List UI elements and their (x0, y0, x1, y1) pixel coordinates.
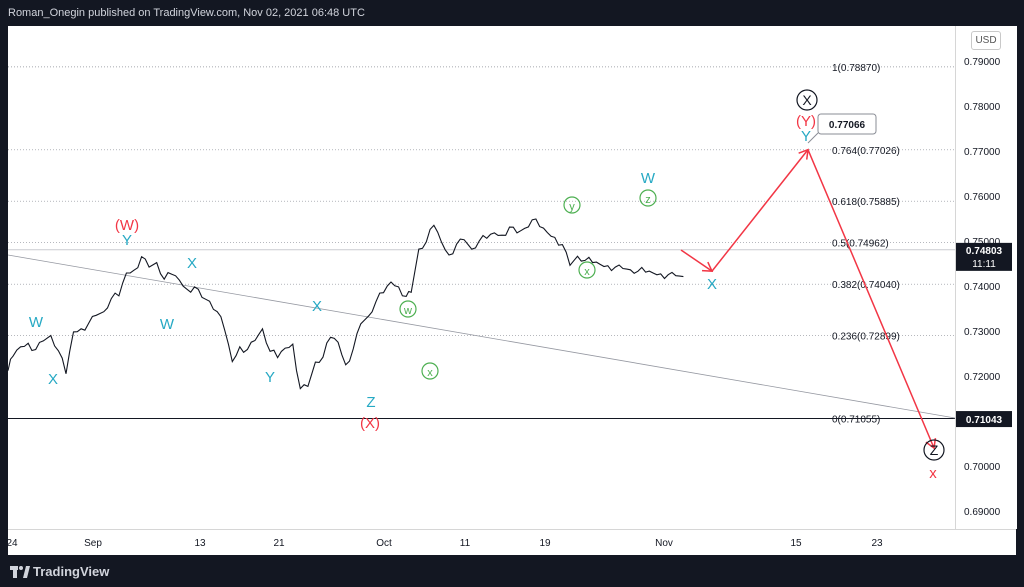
price-tick-label: 0.73000 (964, 327, 1001, 338)
wave-label[interactable]: X (802, 92, 812, 108)
fib-level-label: 1(0.78870) (832, 63, 880, 74)
wave-label-circle (639, 189, 657, 207)
tradingview-logo-icon (10, 566, 30, 578)
wave-label[interactable]: X (312, 298, 322, 315)
wave-label[interactable]: x (929, 465, 937, 482)
projection-arrowhead (798, 148, 809, 160)
projection-segment[interactable] (807, 149, 935, 449)
wave-label-circle (578, 261, 596, 279)
price-tick-label: 0.78000 (964, 102, 1001, 113)
price-series-line (7, 218, 684, 390)
wave-label[interactable]: (W) (115, 217, 139, 234)
bar-countdown: 11:11 (972, 259, 996, 270)
level-price-value: 0.71043 (966, 415, 1003, 426)
wave-label[interactable]: W (641, 170, 656, 187)
price-axis[interactable] (955, 26, 1017, 529)
wave-label[interactable]: y (569, 201, 575, 213)
chart-area[interactable] (8, 26, 955, 529)
top-bar: Roman_Onegin published on TradingView.co… (0, 0, 1024, 26)
price-callout-pointer (807, 132, 819, 144)
time-tick-label: 23 (871, 538, 883, 549)
wave-label-circle (421, 362, 439, 380)
footer-brand: TradingView (33, 564, 110, 579)
publish-info: Roman_Onegin published on TradingView.co… (8, 7, 365, 19)
price-tick-label: 0.79000 (964, 57, 1001, 68)
price-tick-label: 0.77000 (964, 147, 1001, 158)
wave-label[interactable]: Y (122, 232, 132, 249)
time-tick-label: 11 (460, 538, 471, 549)
projection-segment[interactable] (711, 149, 809, 272)
time-tick-label: 13 (194, 538, 206, 549)
time-tick-label: Sep (84, 538, 102, 549)
footer: TradingView (0, 555, 1024, 587)
projection-arrowhead (701, 261, 714, 272)
currency-button[interactable]: USD (971, 31, 1001, 50)
wave-label[interactable]: w (403, 305, 412, 317)
projection-arrowhead (925, 437, 937, 450)
wave-label-circle (796, 89, 818, 111)
wave-label[interactable]: X (707, 276, 717, 293)
price-tick-label: 0.69000 (964, 507, 1001, 518)
fib-level-label: 0.764(0.77026) (832, 146, 900, 157)
wave-label[interactable]: (Y) (796, 113, 816, 130)
wave-label[interactable]: W (29, 314, 44, 331)
price-callout-box[interactable] (817, 113, 877, 135)
time-tick-label: Oct (376, 538, 392, 549)
time-tick-label: 19 (539, 538, 551, 549)
last-price-tag (956, 242, 1012, 271)
price-tick-label: 0.72000 (964, 372, 1001, 383)
price-tick-label: 0.75000 (964, 237, 1001, 248)
wave-label[interactable]: Y (801, 128, 811, 145)
fib-level-label: 0.618(0.75885) (832, 197, 900, 208)
trend-line (7, 254, 956, 419)
wave-label-circle (563, 196, 581, 214)
wave-label[interactable]: Z (930, 442, 939, 458)
wave-label[interactable]: (X) (360, 415, 380, 432)
time-tick-label: 15 (790, 538, 802, 549)
last-price-value: 0.74803 (966, 246, 1003, 257)
time-tick-label: 21 (273, 538, 285, 549)
price-callout-label: 0.77066 (829, 120, 866, 131)
fib-level-label: 0.5(0.74962) (832, 239, 889, 250)
wave-label[interactable]: X (187, 255, 197, 272)
price-tick-label: 0.70000 (964, 462, 1001, 473)
wave-label[interactable]: x (427, 367, 433, 379)
level-price-tag (956, 411, 1012, 428)
wave-label[interactable]: W (160, 316, 175, 333)
price-tick-label: 0.74000 (964, 282, 1001, 293)
wave-label[interactable]: z (645, 194, 651, 206)
wave-label[interactable]: x (584, 266, 590, 278)
wave-label[interactable]: Z (366, 394, 375, 411)
fib-level-label: 0.236(0.72899) (832, 332, 900, 343)
price-tick-label: 0.76000 (964, 192, 1001, 203)
wave-label-circle (923, 439, 945, 461)
wave-label[interactable]: Y (265, 369, 275, 386)
fib-level-label: 0(0.71055) (832, 415, 880, 426)
time-tick-label: 24 (6, 538, 18, 549)
projection-segment[interactable] (680, 249, 713, 272)
wave-label-circle (399, 300, 417, 318)
time-tick-label: Nov (655, 538, 673, 549)
wave-label[interactable]: X (48, 371, 58, 388)
time-axis[interactable] (8, 529, 1016, 556)
